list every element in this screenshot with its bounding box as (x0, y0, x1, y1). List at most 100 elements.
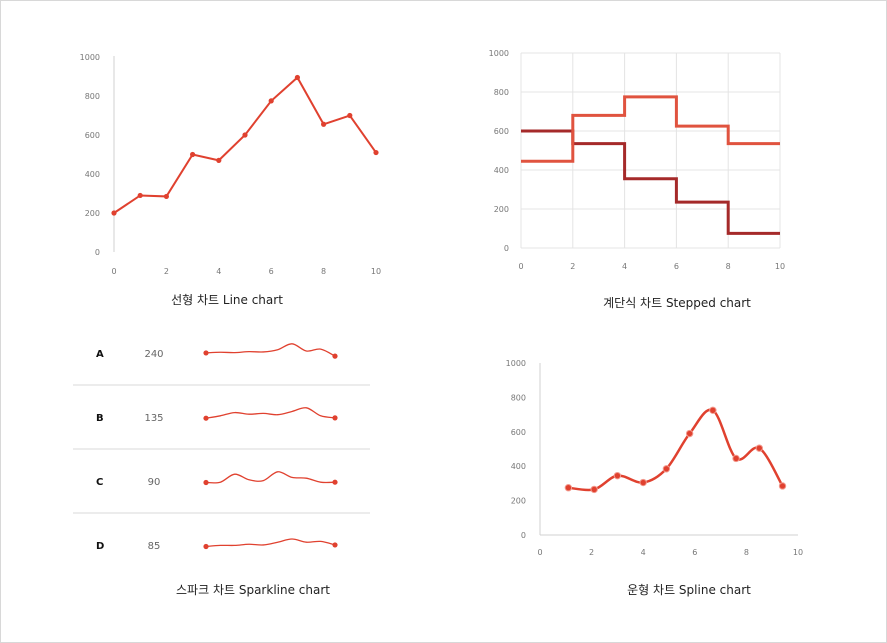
line-chart-point (294, 74, 300, 81)
sparkline-start-point (203, 543, 209, 550)
line-chart-x-tick-label: 8 (321, 267, 326, 276)
spline-chart-point (732, 454, 740, 463)
line-chart-y-tick-label: 200 (85, 209, 100, 218)
spline-chart-y-tick-label: 1000 (506, 359, 526, 368)
line-chart-y-tick-label: 600 (85, 131, 100, 140)
spline-chart-point (709, 406, 717, 414)
stepped-chart-y-ticks: 0 200 400 600 800 1000 (489, 49, 509, 253)
sparkline-end-point (332, 479, 338, 485)
line-chart-point (137, 192, 143, 199)
stepped-chart-x-tick-label: 6 (674, 262, 679, 271)
sparkline-start-point (203, 350, 209, 356)
line-chart-x-tick-label: 4 (216, 267, 221, 276)
spline-chart-x-tick-label: 0 (537, 548, 542, 557)
sparkline-start-point (203, 479, 209, 486)
spline-chart-point (639, 478, 647, 487)
stepped-chart-x-ticks: 0 2 4 6 8 10 (518, 262, 785, 271)
stepped-chart-series (521, 95, 780, 235)
line-chart-point (216, 157, 222, 163)
spline-chart-y-tick-label: 200 (511, 497, 526, 506)
line-chart-point (268, 98, 274, 104)
spline-chart-x-ticks: 0 2 4 6 8 10 (537, 548, 803, 557)
spline-chart-x-tick-label: 10 (793, 548, 803, 557)
sparkline-line (205, 471, 336, 484)
sparkline-row-value: 90 (148, 477, 161, 488)
spline-chart-point (778, 482, 787, 490)
spline-chart-point (613, 471, 622, 480)
line-chart: 0 200 400 600 800 1000 0 2 4 6 8 10 선형 차트 Line cha… (80, 53, 381, 307)
line-chart-x-tick-label: 2 (164, 267, 169, 276)
spline-chart-points (564, 406, 787, 494)
line-chart-point (347, 112, 353, 119)
sparkline-table: A 240 B 135 C 90 D 85 스파크 차트 Sparkline chart (73, 343, 370, 597)
spline-chart-series-line (568, 408, 784, 492)
stepped-chart-x-tick-label: 0 (518, 262, 523, 271)
stepped-chart-y-tick-label: 200 (494, 205, 509, 214)
sparkline-line (205, 343, 336, 357)
line-chart-point (111, 210, 117, 216)
line-chart-points (111, 74, 379, 216)
stepped-chart-x-tick-label: 8 (726, 262, 731, 271)
spline-chart-title: 운형 차트 Spline chart (627, 583, 751, 597)
spline-chart-point (590, 485, 598, 494)
stepped-chart-x-tick-label: 2 (570, 262, 575, 271)
stepped-chart-y-tick-label: 400 (494, 166, 509, 175)
sparkline-end-point (332, 542, 338, 548)
sparkline-start-point (203, 415, 209, 421)
stepped-chart-y-tick-label: 600 (494, 127, 509, 136)
stepped-chart: 0 200 400 600 800 1000 0 2 4 6 8 10 계단식 차트 Stepped… (489, 49, 785, 310)
line-chart-point (373, 149, 379, 156)
spline-chart-point (662, 465, 671, 473)
spline-chart-point (755, 444, 763, 452)
sparkline-row-label: D (96, 541, 104, 552)
sparkline-row-value: 240 (144, 349, 163, 360)
stepped-chart-x-tick-label: 10 (775, 262, 785, 271)
line-chart-y-tick-label: 400 (85, 170, 100, 179)
sparkline-end-point (332, 415, 338, 421)
line-chart-x-tick-label: 10 (371, 267, 381, 276)
spline-chart-x-tick-label: 2 (589, 548, 594, 557)
spline-chart-x-tick-label: 8 (744, 548, 749, 557)
line-chart-y-tick-label: 800 (85, 92, 100, 101)
line-chart-title: 선형 차트 Line chart (171, 293, 283, 307)
spline-chart-y-ticks: 0 200 400 600 800 1000 (506, 359, 526, 540)
line-chart-point (163, 193, 169, 200)
sparkline-line (205, 538, 336, 548)
line-chart-point (242, 132, 248, 138)
sparkline-row-label: C (96, 477, 103, 488)
spline-chart-y-tick-label: 0 (521, 531, 526, 540)
line-chart-point (321, 121, 327, 127)
spline-chart-y-tick-label: 800 (511, 393, 526, 402)
spline-chart-x-tick-label: 4 (641, 548, 646, 557)
line-chart-x-tick-label: 0 (111, 267, 116, 276)
spline-chart-point (685, 429, 694, 438)
spline-chart-y-tick-label: 600 (511, 428, 526, 437)
stepped-chart-y-tick-label: 800 (494, 88, 509, 97)
line-chart-y-tick-label: 0 (95, 248, 100, 257)
line-chart-y-ticks: 0 200 400 600 800 1000 (80, 53, 100, 257)
spline-chart: 0 200 400 600 800 1000 0 2 4 6 8 10 운형 차트 Spline c… (506, 359, 803, 597)
stepped-chart-series-line (521, 95, 780, 163)
spline-chart-y-tick-label: 400 (511, 462, 526, 471)
line-chart-x-ticks: 0 2 4 6 8 10 (111, 267, 381, 276)
stepped-chart-title: 계단식 차트 Stepped chart (603, 296, 751, 310)
sparkline-chart-title: 스파크 차트 Sparkline chart (176, 583, 330, 597)
stepped-chart-series-line (521, 129, 780, 235)
sparkline-row-label: B (96, 413, 104, 424)
stepped-chart-grid (520, 52, 781, 249)
line-chart-series-line (113, 75, 377, 214)
line-chart-y-tick-label: 1000 (80, 53, 100, 62)
line-chart-point (190, 151, 196, 158)
sparkline-row-value: 135 (144, 413, 163, 424)
spline-chart-point (564, 484, 573, 492)
stepped-chart-y-tick-label: 1000 (489, 49, 509, 58)
line-chart-x-tick-label: 6 (269, 267, 274, 276)
sparkline-row-label: A (96, 349, 104, 360)
sparkline-row-value: 85 (148, 541, 161, 552)
sparkline-end-point (332, 353, 338, 359)
sparkline-line (205, 407, 336, 419)
spline-chart-x-tick-label: 6 (692, 548, 697, 557)
stepped-chart-y-tick-label: 0 (504, 244, 509, 253)
